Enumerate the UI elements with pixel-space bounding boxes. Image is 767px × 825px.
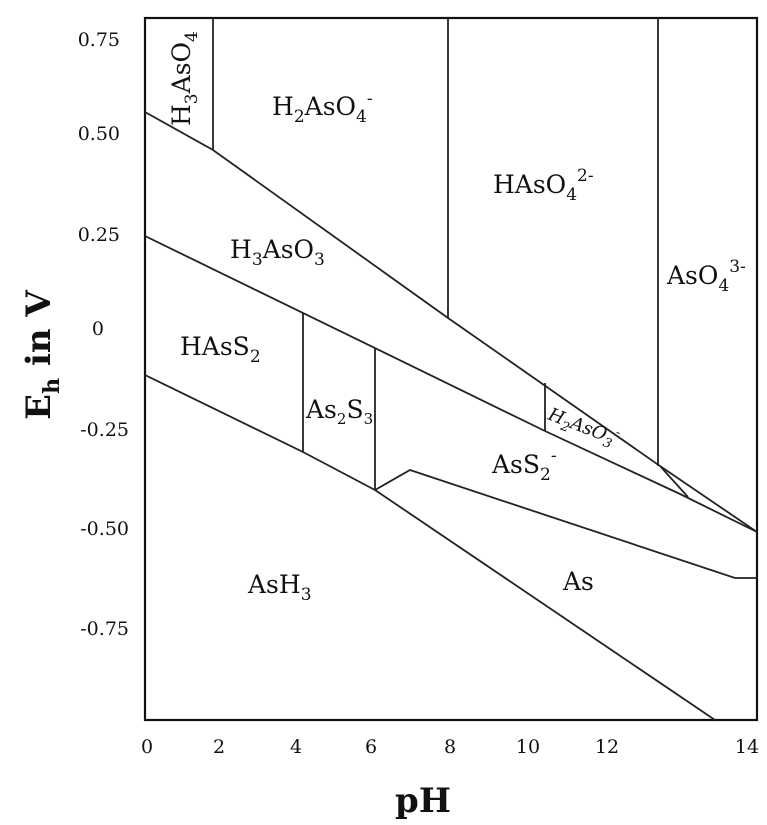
plot-frame bbox=[143, 16, 759, 722]
arsenic-lower-boundary bbox=[374, 489, 716, 721]
ass2-lower-boundary bbox=[374, 469, 757, 579]
h2aso3-ass2-boundary bbox=[659, 465, 758, 533]
x-axis-ticks: 0 2 4 6 8 10 12 14 bbox=[141, 736, 759, 758]
y-axis-ticks: 0.75 0.50 0.25 0 -0.25 -0.50 -0.75 bbox=[78, 29, 129, 640]
region-label-haso4: HAsO42- bbox=[493, 166, 594, 205]
hass2-lower-boundary bbox=[144, 374, 376, 491]
y-axis-title: Eh in V bbox=[19, 290, 65, 420]
x-tick-label: 2 bbox=[213, 736, 225, 758]
y-tick-label: -0.50 bbox=[80, 518, 129, 540]
region-label-h3aso4: H3AsO4 bbox=[167, 31, 202, 126]
x-tick-label: 10 bbox=[516, 736, 540, 758]
region-label-ash3: AsH3 bbox=[247, 570, 312, 605]
x-tick-label: 8 bbox=[444, 736, 456, 758]
region-labels: H3AsO4 H2AsO4- HAsO42- AsO43- H3AsO3 HAs… bbox=[167, 31, 746, 605]
region-label-h3aso3: H3AsO3 bbox=[230, 235, 325, 270]
y-tick-label: -0.25 bbox=[80, 419, 129, 441]
y-tick-label: 0 bbox=[92, 318, 104, 340]
h3aso3-lower-boundary bbox=[144, 235, 758, 533]
region-label-as: As bbox=[562, 567, 594, 596]
x-tick-label: 12 bbox=[595, 736, 619, 758]
x-tick-label: 14 bbox=[735, 736, 759, 758]
y-tick-label: -0.75 bbox=[80, 618, 129, 640]
boundary-lines bbox=[144, 18, 758, 721]
y-tick-label: 0.50 bbox=[78, 123, 120, 145]
region-label-aso4: AsO43- bbox=[666, 257, 746, 296]
region-label-as2s3: As2S3 bbox=[305, 395, 373, 428]
y-tick-label: 0.75 bbox=[78, 29, 120, 51]
region-label-h2aso4: H2AsO4- bbox=[272, 89, 373, 127]
x-tick-label: 0 bbox=[141, 736, 153, 758]
x-tick-label: 4 bbox=[290, 736, 302, 758]
region-label-ass2: AsS2- bbox=[491, 446, 557, 485]
x-tick-label: 6 bbox=[365, 736, 377, 758]
region-label-hass2: HAsS2 bbox=[180, 332, 261, 367]
y-tick-label: 0.25 bbox=[78, 224, 120, 246]
x-axis-title: pH bbox=[395, 781, 451, 821]
